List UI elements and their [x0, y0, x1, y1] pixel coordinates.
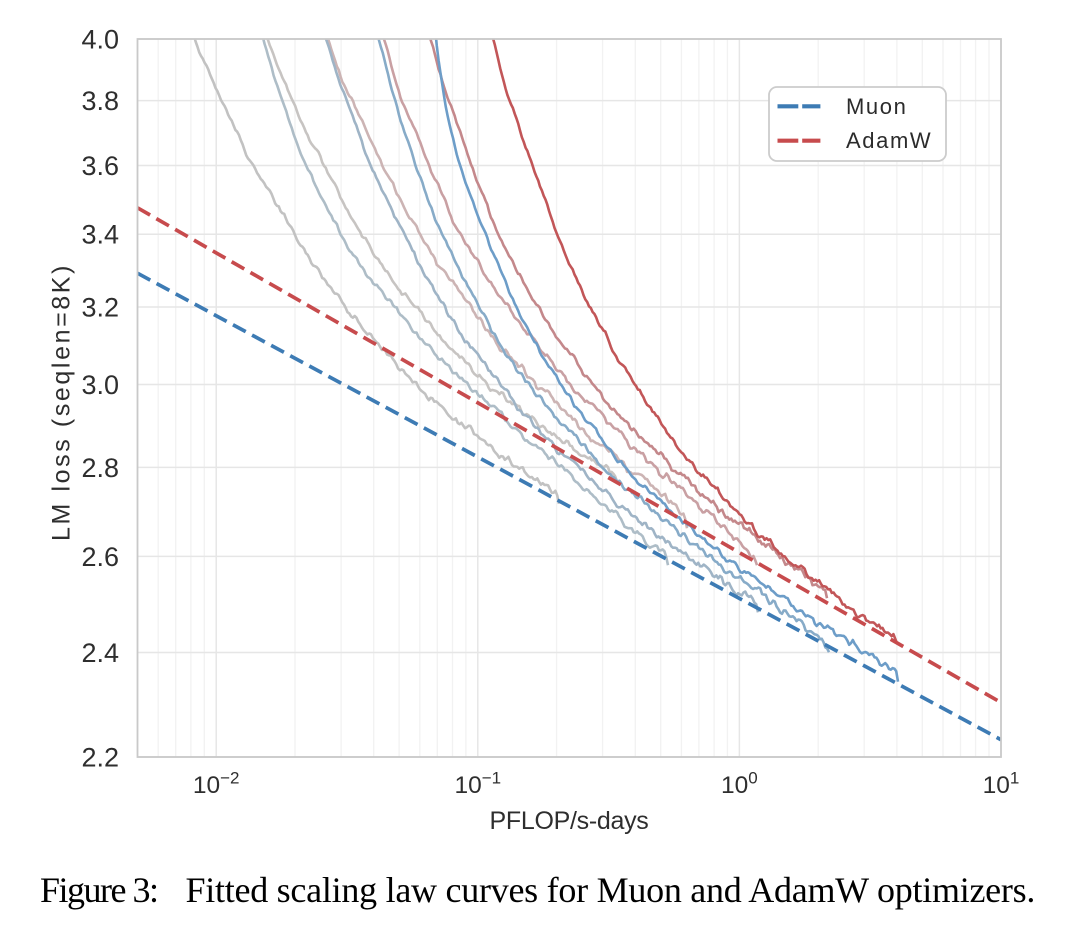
- svg-text:2.2: 2.2: [81, 743, 119, 773]
- svg-text:3.2: 3.2: [81, 293, 119, 323]
- svg-text:4.0: 4.0: [81, 25, 119, 55]
- svg-text:AdamW: AdamW: [846, 128, 932, 153]
- svg-text:2.4: 2.4: [81, 638, 119, 668]
- svg-text:10−2: 10−2: [193, 769, 240, 800]
- svg-text:3.6: 3.6: [81, 151, 119, 181]
- svg-text:3.8: 3.8: [81, 86, 119, 116]
- svg-text:3.4: 3.4: [81, 220, 119, 250]
- svg-text:PFLOP/s-days: PFLOP/s-days: [490, 807, 649, 835]
- svg-text:3.0: 3.0: [81, 370, 119, 400]
- svg-text:2.8: 2.8: [81, 453, 119, 483]
- svg-text:LM loss (seqlen=8K): LM loss (seqlen=8K): [48, 263, 76, 541]
- svg-text:Muon: Muon: [846, 94, 907, 119]
- svg-text:2.6: 2.6: [81, 542, 119, 572]
